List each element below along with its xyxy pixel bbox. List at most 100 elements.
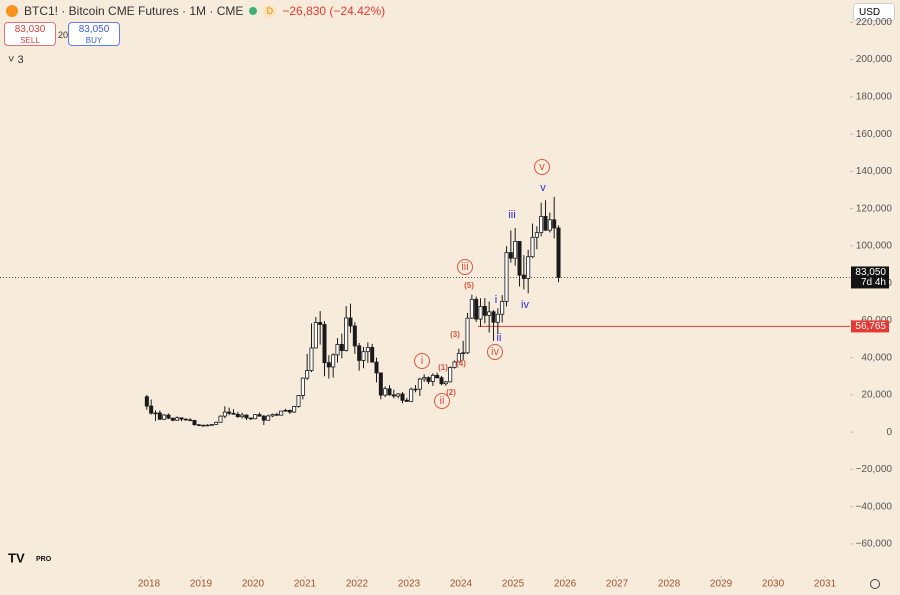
candle-body	[452, 361, 457, 368]
buy-button[interactable]: 83,050 BUY	[68, 22, 120, 46]
candle-body	[209, 424, 214, 426]
candle-body	[465, 317, 470, 354]
y-tick-label: 100,000	[856, 241, 893, 252]
y-tick-label: 180,000	[856, 92, 893, 103]
symbol[interactable]: BTC1! · Bitcoin CME Futures · 1M · CME	[24, 4, 244, 18]
candle-body	[478, 306, 483, 320]
candle-body	[430, 374, 435, 382]
wave-label: ii	[440, 395, 445, 407]
candle-body	[495, 313, 500, 323]
candle-body	[374, 361, 379, 374]
candle-body	[144, 396, 149, 407]
candle-body	[352, 325, 357, 347]
y-tick-label: 140,000	[856, 166, 893, 177]
change: −26,830 (−24.42%)	[282, 4, 386, 18]
wave-circle	[414, 353, 430, 369]
x-tick-label: 2029	[710, 579, 733, 590]
x-tick-label: 2030	[762, 579, 785, 590]
candle-body	[491, 311, 496, 323]
candle-body	[283, 409, 288, 412]
indicators-toggle[interactable]: ˅ 3	[8, 54, 24, 66]
candle-body	[543, 216, 548, 231]
wave-label: (3)	[450, 330, 460, 339]
candle-body	[526, 256, 531, 279]
svg-text:PRO: PRO	[36, 556, 52, 563]
candle-body	[357, 345, 362, 361]
candle-body	[157, 412, 162, 420]
candle-body	[253, 414, 258, 420]
x-tick-label: 2019	[190, 579, 213, 590]
candle-body	[404, 399, 409, 402]
wave-label: i	[495, 294, 497, 306]
candle-body	[413, 388, 418, 391]
candle-body	[474, 298, 479, 320]
y-tick-label: 220,000	[856, 17, 893, 28]
candle-body	[422, 377, 427, 380]
buy-price: 83,050	[78, 24, 110, 35]
candle-body	[170, 417, 175, 421]
price-tag	[851, 266, 889, 289]
y-tick-label: 160,000	[856, 129, 893, 140]
candle-body	[504, 252, 509, 302]
candle-body	[400, 393, 405, 401]
candle-body	[383, 388, 388, 396]
x-tick-label: 2026	[554, 579, 577, 590]
candle-body	[231, 412, 236, 415]
settings-icon[interactable]	[870, 579, 880, 589]
candle-body	[322, 324, 327, 364]
wave-label: iv	[491, 346, 499, 358]
x-tick-label: 2028	[658, 579, 681, 590]
sell-button[interactable]: 83,030 SELL	[4, 22, 56, 46]
price-tag-label: 83,050	[855, 267, 886, 278]
candle-body	[344, 317, 349, 351]
wave-label: (1)	[438, 363, 448, 372]
countdown: 7d 4h	[861, 277, 886, 288]
y-tick-label: 20,000	[861, 390, 892, 401]
candle-body	[287, 409, 292, 413]
x-tick-label: 2020	[242, 579, 265, 590]
badge: D	[263, 4, 277, 18]
wave-label: (5)	[464, 281, 474, 290]
candle-body	[521, 274, 526, 279]
y-tick-label: 0	[886, 427, 892, 438]
y-tick-label: 40,000	[861, 352, 892, 363]
currency-select[interactable]: USD	[853, 3, 895, 21]
price-tag-label: 56,765	[855, 321, 886, 332]
candle-body	[482, 306, 487, 316]
candle-body	[192, 420, 197, 426]
svg-text:TV: TV	[8, 550, 25, 565]
candle-body	[461, 352, 466, 355]
candle-body	[257, 414, 262, 417]
candle-body	[153, 412, 158, 415]
candle-body	[222, 411, 227, 417]
candle-body	[530, 236, 535, 258]
wave-circle	[534, 159, 550, 175]
wave-circle	[457, 259, 473, 275]
wave-label: v	[539, 161, 545, 173]
candle-body	[162, 414, 167, 420]
candle-body	[175, 417, 180, 421]
candle-body	[300, 377, 305, 396]
candle-body	[296, 395, 301, 407]
wave-label: v	[540, 182, 546, 194]
candle-body	[292, 406, 297, 413]
candle-body	[313, 322, 318, 349]
candle-body	[183, 418, 188, 421]
candle-body	[274, 414, 279, 416]
y-tick-label: −20,000	[856, 464, 893, 475]
candle-body	[391, 394, 396, 397]
candle-body	[218, 415, 223, 423]
x-tick-label: 2024	[450, 579, 473, 590]
wave-label: i	[421, 355, 423, 367]
candle-body	[196, 424, 201, 426]
tv-logo: TV PRO	[8, 550, 58, 565]
y-tick-label: 120,000	[856, 203, 893, 214]
candle-body	[556, 227, 561, 278]
candle-body	[513, 241, 518, 259]
candle-body	[387, 388, 392, 396]
candle-body	[370, 347, 375, 363]
candle-body	[248, 417, 253, 420]
candle-body	[508, 252, 513, 259]
candle-body	[227, 411, 232, 414]
